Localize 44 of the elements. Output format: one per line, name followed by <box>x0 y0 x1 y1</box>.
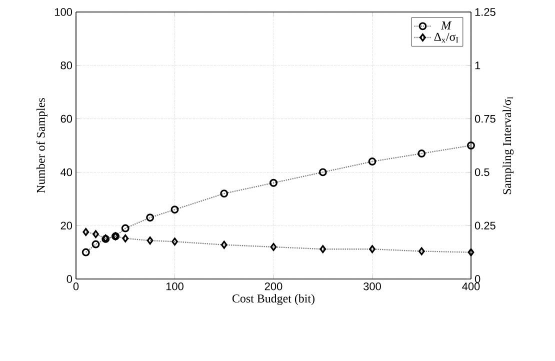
legend-label: M <box>440 22 452 30</box>
point <box>468 248 474 256</box>
y2-tick-label: 0.5 <box>474 168 490 176</box>
point <box>369 245 376 254</box>
point <box>170 206 179 214</box>
y2-tick-label: 1.25 <box>475 8 496 16</box>
point <box>270 178 278 187</box>
y-axis-title: Number of Samples <box>36 98 48 193</box>
y-tick-label: 40 <box>60 168 72 176</box>
point <box>368 158 376 166</box>
point <box>318 168 327 176</box>
point <box>220 190 228 198</box>
x-tick-label: 0 <box>73 282 79 290</box>
y2-tick-label: 0.25 <box>474 222 496 230</box>
y2-axis-title: Sampling Interval/σ$_{I}$ <box>502 96 514 194</box>
x-tick-label: 300 <box>364 282 381 290</box>
point <box>121 224 130 232</box>
x-tick-label: 200 <box>264 282 282 290</box>
point <box>220 240 228 249</box>
y-tick-label: 0 <box>66 275 72 283</box>
y-tick-label: 80 <box>60 62 72 70</box>
y-tick-label: 100 <box>55 8 72 16</box>
legend-label: Δ$_{x}$/σ$_{I}$ <box>434 32 458 43</box>
point <box>122 234 129 242</box>
y2-tick-label: 0 <box>474 275 480 283</box>
y2-tick-label: 1 <box>475 62 480 70</box>
point <box>146 214 154 222</box>
point <box>418 150 426 158</box>
point <box>467 142 475 150</box>
x-axis-title: Cost Budget (bit) <box>232 294 314 306</box>
point <box>270 242 277 251</box>
y-tick-label: 60 <box>60 114 72 123</box>
point <box>82 248 90 256</box>
point <box>92 230 99 238</box>
point <box>92 240 100 248</box>
y2-tick-label: 0.75 <box>474 114 496 123</box>
point <box>172 238 178 246</box>
point <box>146 236 154 245</box>
y-tick-label: 20 <box>60 222 72 230</box>
x-tick-label: 100 <box>166 282 184 290</box>
x-tick-label: 400 <box>462 282 480 290</box>
point <box>418 247 425 256</box>
point <box>82 228 90 236</box>
point <box>320 245 326 254</box>
